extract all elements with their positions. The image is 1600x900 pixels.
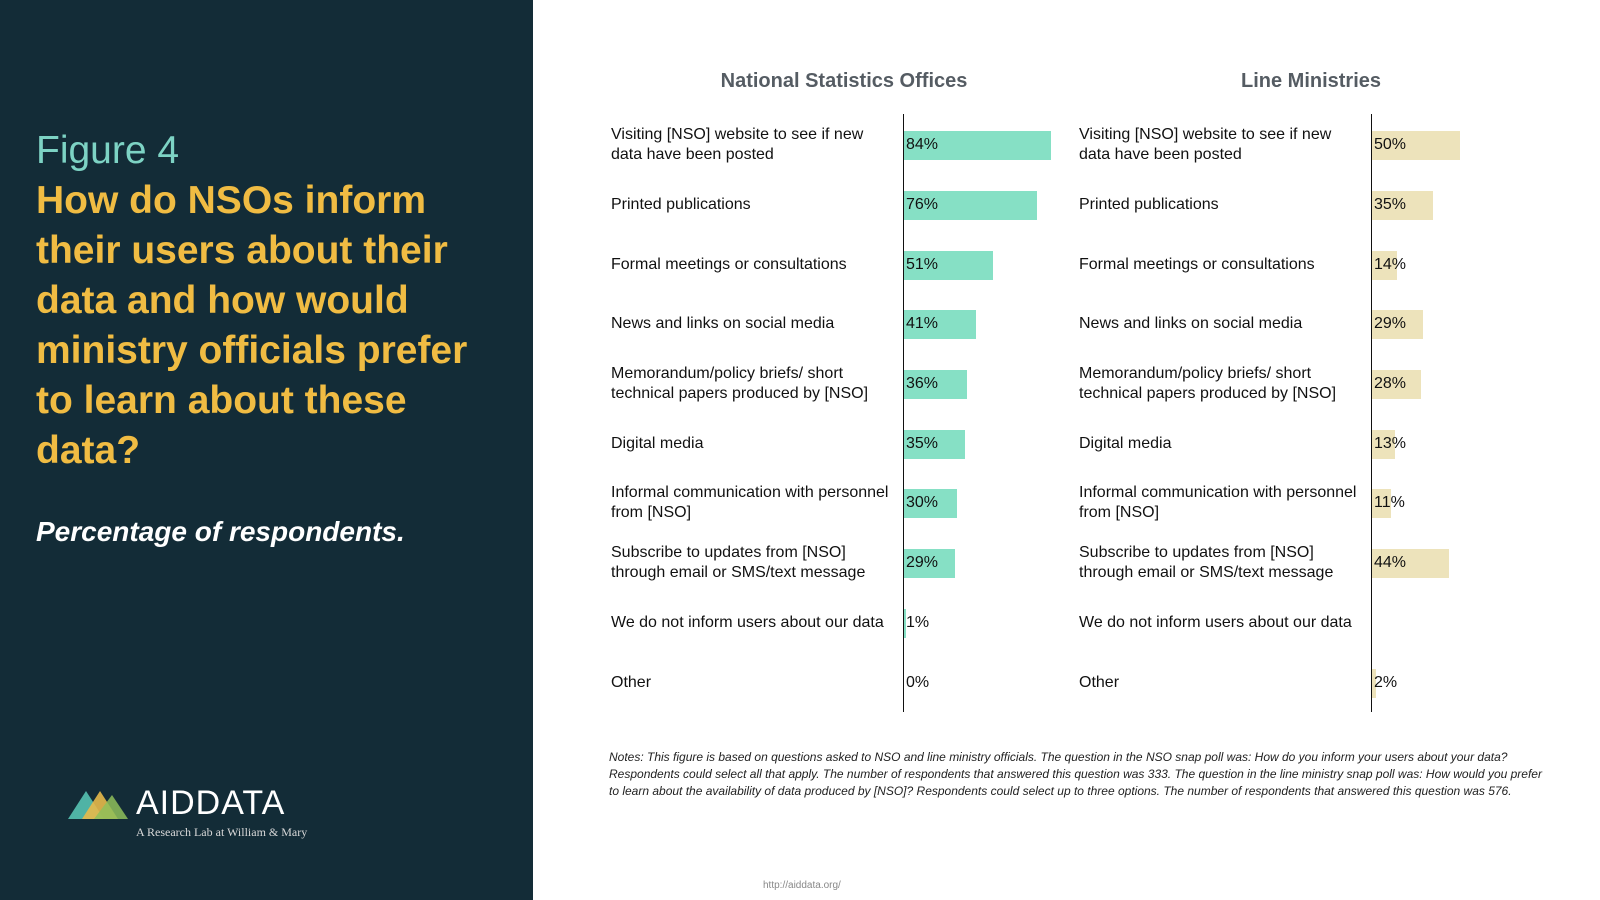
nso-bar <box>904 251 994 280</box>
lm-bar <box>1372 489 1392 518</box>
left-panel: Figure 4 How do NSOs inform their users … <box>0 0 533 900</box>
lm-value-label: 13% <box>1374 435 1407 452</box>
nso-category-label: Printed publications <box>611 196 751 213</box>
nso-category-label: Formal meetings or consultations <box>611 256 847 273</box>
lm-category-label: Informal communication with personnel fr… <box>1079 484 1357 521</box>
logo-tagline: A Research Lab at William & Mary <box>136 825 308 839</box>
lm-bar <box>1372 669 1376 698</box>
nso-bar <box>904 310 976 339</box>
nso-value-label: 41% <box>906 315 939 332</box>
nso-category-label: Subscribe to updates from [NSO] through … <box>611 544 866 581</box>
nso-category-label: Memorandum/policy briefs/ short technica… <box>611 365 869 402</box>
nso-value-label: 0% <box>906 674 930 691</box>
nso-value-label: 1% <box>906 614 930 631</box>
lm-category-label: Memorandum/policy briefs/ short technica… <box>1079 365 1337 402</box>
aiddata-logo: AIDDATA A Research Lab at William & Mary <box>68 785 338 845</box>
lm-category-label: Formal meetings or consultations <box>1079 256 1315 273</box>
nso-bar <box>904 609 906 638</box>
lm-value-label: 14% <box>1374 256 1407 273</box>
lm-category-label: News and links on social media <box>1079 315 1303 332</box>
lm-bar <box>1372 430 1395 459</box>
lm-bar <box>1372 191 1434 220</box>
lm-category-label: Digital media <box>1079 435 1172 452</box>
lm-category-label: Subscribe to updates from [NSO] through … <box>1079 544 1334 581</box>
figure-label: Figure 4 <box>36 129 180 172</box>
lm-bar <box>1372 310 1423 339</box>
lm-category-label: Other <box>1079 674 1120 691</box>
lm-category-label: Printed publications <box>1079 196 1219 213</box>
lm-value-label: 29% <box>1374 315 1407 332</box>
lm-panel-title: Line Ministries <box>1240 70 1382 92</box>
figure-title: How do NSOs inform their users about the… <box>36 179 468 472</box>
lm-bar <box>1372 131 1460 160</box>
nso-bar <box>904 430 966 459</box>
nso-bar <box>904 370 967 399</box>
nso-value-label: 35% <box>906 435 939 452</box>
figure-subtitle: Percentage of respondents. <box>36 516 405 547</box>
lm-bar <box>1372 251 1397 280</box>
nso-value-label: 51% <box>906 256 939 273</box>
nso-category-label: News and links on social media <box>611 315 835 332</box>
logo-name: AIDDATA <box>136 784 286 822</box>
lm-value-label: 44% <box>1374 554 1407 571</box>
nso-category-label: Digital media <box>611 435 704 452</box>
nso-value-label: 29% <box>906 554 939 571</box>
nso-category-label: We do not inform users about our data <box>611 614 884 631</box>
nso-value-label: 30% <box>906 494 939 511</box>
chart-notes: Notes: This figure is based on questions… <box>609 750 1542 798</box>
nso-panel-title: National Statistics Offices <box>720 70 968 92</box>
nso-bar <box>904 131 1051 160</box>
nso-axis-line <box>903 114 904 712</box>
nso-bar <box>904 489 957 518</box>
lm-value-label: 2% <box>1374 674 1398 691</box>
lm-value-label: 28% <box>1374 375 1407 392</box>
lm-value-label: 11% <box>1374 494 1405 511</box>
mountain-logo-icon <box>68 791 128 819</box>
lm-value-label: 50% <box>1374 136 1407 153</box>
lm-axis-line <box>1371 114 1372 712</box>
lm-value-label: 35% <box>1374 196 1407 213</box>
nso-category-label: Visiting [NSO] website to see if new dat… <box>611 126 864 163</box>
lm-bar <box>1372 370 1421 399</box>
lm-bar <box>1372 549 1449 578</box>
nso-category-label: Informal communication with personnel fr… <box>611 484 889 521</box>
nso-value-label: 76% <box>906 196 939 213</box>
nso-value-label: 84% <box>906 136 939 153</box>
nso-bar <box>904 191 1037 220</box>
nso-bar <box>904 549 955 578</box>
footer-url[interactable]: http://aiddata.org/ <box>763 880 841 891</box>
nso-category-label: Other <box>611 674 652 691</box>
lm-category-label: We do not inform users about our data <box>1079 614 1352 631</box>
lm-category-label: Visiting [NSO] website to see if new dat… <box>1079 126 1332 163</box>
nso-value-label: 36% <box>906 375 939 392</box>
